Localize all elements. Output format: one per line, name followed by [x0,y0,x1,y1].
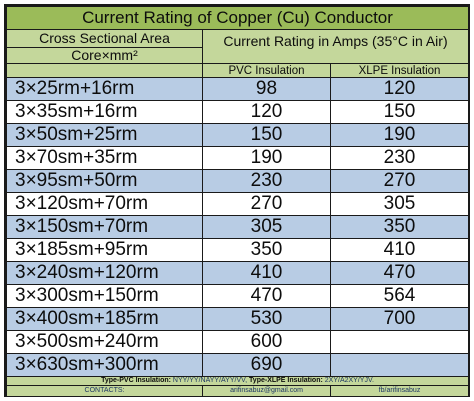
xlpe-type-label: Type-XLPE Insulation: [249,377,323,384]
insulation-types-row: Type-PVC Insulation: NYY/YY/NAYY/AYY/VV,… [5,376,470,386]
xlpe-rating-cell: 150 [329,100,470,124]
xlpe-rating-cell: 470 [329,261,470,285]
pvc-rating-cell: 98 [202,77,331,101]
conductor-size-cell: 3×400sm+185rm [6,307,203,331]
contact-facebook: fb/arifinsabuz [329,385,470,397]
xlpe-rating-cell: 350 [329,215,470,239]
pvc-type-label: Type-PVC Insulation: [101,377,171,384]
xlpe-rating-cell: 230 [329,146,470,170]
current-rating-table: Current Rating of Copper (Cu) Conductor … [5,6,470,397]
pvc-rating-cell: 230 [202,169,331,193]
xlpe-rating-cell: 700 [329,307,470,331]
current-rating-header: Current Rating in Amps (35°C in Air) [201,29,470,64]
table-body: 3×25rm+16rm 98 120 3×35sm+16rm 120 150 3×50sm+… [6,77,470,377]
xlpe-rating-cell: 190 [329,123,470,147]
core-unit-header: Core×mm² [6,47,203,64]
xlpe-rating-cell: 120 [329,77,470,101]
xlpe-rating-cell: 305 [329,192,470,216]
header-row-3: PVC Insulation XLPE Insulation [6,63,470,78]
pvc-type-list: NYY/YY/NAYY/AYY/VV, [172,377,248,384]
table-row: 3×35sm+16rm 120 150 [6,100,470,124]
header-row-2: Core×mm² [6,47,469,64]
xlpe-rating-cell [329,353,470,377]
conductor-size-cell: 3×150sm+70rm [6,215,203,239]
pvc-rating-cell: 120 [202,100,331,124]
table-row: 3×400sm+185rm 530 700 [6,307,470,331]
xlpe-header: XLPE Insulation [329,63,470,78]
table-row: 3×50sm+25rm 150 190 [6,123,470,147]
conductor-size-cell: 3×300sm+150rm [6,284,203,308]
conductor-size-cell: 3×185sm+95rm [6,238,203,262]
pvc-rating-cell: 470 [202,284,331,308]
conductor-size-cell: 3×50sm+25rm [6,123,203,147]
pvc-rating-cell: 150 [202,123,331,147]
conductor-size-cell: 3×95sm+50rm [6,169,203,193]
table-row: 3×185sm+95rm 350 410 [6,238,470,262]
pvc-rating-cell: 350 [202,238,331,262]
table-row: 3×25rm+16rm 98 120 [6,77,470,101]
pvc-rating-cell: 530 [202,307,331,331]
pvc-rating-cell: 690 [202,353,331,377]
conductor-size-cell: 3×35sm+16rm [6,100,203,124]
pvc-rating-cell: 270 [202,192,331,216]
table-row: 3×70sm+35rm 190 230 [6,146,470,170]
conductor-size-cell: 3×500sm+240rm [6,330,203,354]
table-row: 3×95sm+50rm 230 270 [6,169,470,193]
contacts-row: CONTACTS: arifinsabuz@gmail.com fb/arifi… [6,385,470,397]
table-row: 3×500sm+240rm 600 [6,330,470,354]
conductor-size-cell: 3×240sm+120rm [6,261,203,285]
header-row-1: Cross Sectional Area Current Rating in A… [6,29,470,64]
pvc-header: PVC Insulation [202,63,331,78]
table-row: 3×300sm+150rm 470 564 [6,284,470,308]
rating-table-sheet: Current Rating of Copper (Cu) Conductor … [4,4,470,397]
table-row: 3×120sm+70rm 270 305 [6,192,470,216]
conductor-size-cell: 3×630sm+300rm [6,353,203,377]
blank-header-cell [6,63,203,78]
conductor-size-cell: 3×120sm+70rm [6,192,203,216]
xlpe-rating-cell [329,330,470,354]
conductor-size-cell: 3×70sm+35rm [6,146,203,170]
xlpe-type-list: 2XY/A2XY/YJV. [324,377,374,384]
xlpe-rating-cell: 410 [329,238,470,262]
pvc-rating-cell: 190 [202,146,331,170]
pvc-rating-cell: 600 [202,330,331,354]
pvc-rating-cell: 410 [202,261,331,285]
contacts-label: CONTACTS: [6,385,203,397]
pvc-rating-cell: 305 [202,215,331,239]
title-row: Current Rating of Copper (Cu) Conductor [5,6,470,30]
table-row: 3×240sm+120rm 410 470 [6,261,470,285]
contact-email: arifinsabuz@gmail.com [202,385,331,397]
xlpe-rating-cell: 564 [329,284,470,308]
insulation-types-note: Type-PVC Insulation: NYY/YY/NAYY/AYY/VV,… [5,376,470,386]
cross-section-header: Cross Sectional Area [6,29,203,48]
table-title: Current Rating of Copper (Cu) Conductor [5,6,470,30]
table-row: 3×630sm+300rm 690 [6,353,470,377]
xlpe-rating-cell: 270 [329,169,470,193]
table-row: 3×150sm+70rm 305 350 [6,215,470,239]
conductor-size-cell: 3×25rm+16rm [6,77,203,101]
